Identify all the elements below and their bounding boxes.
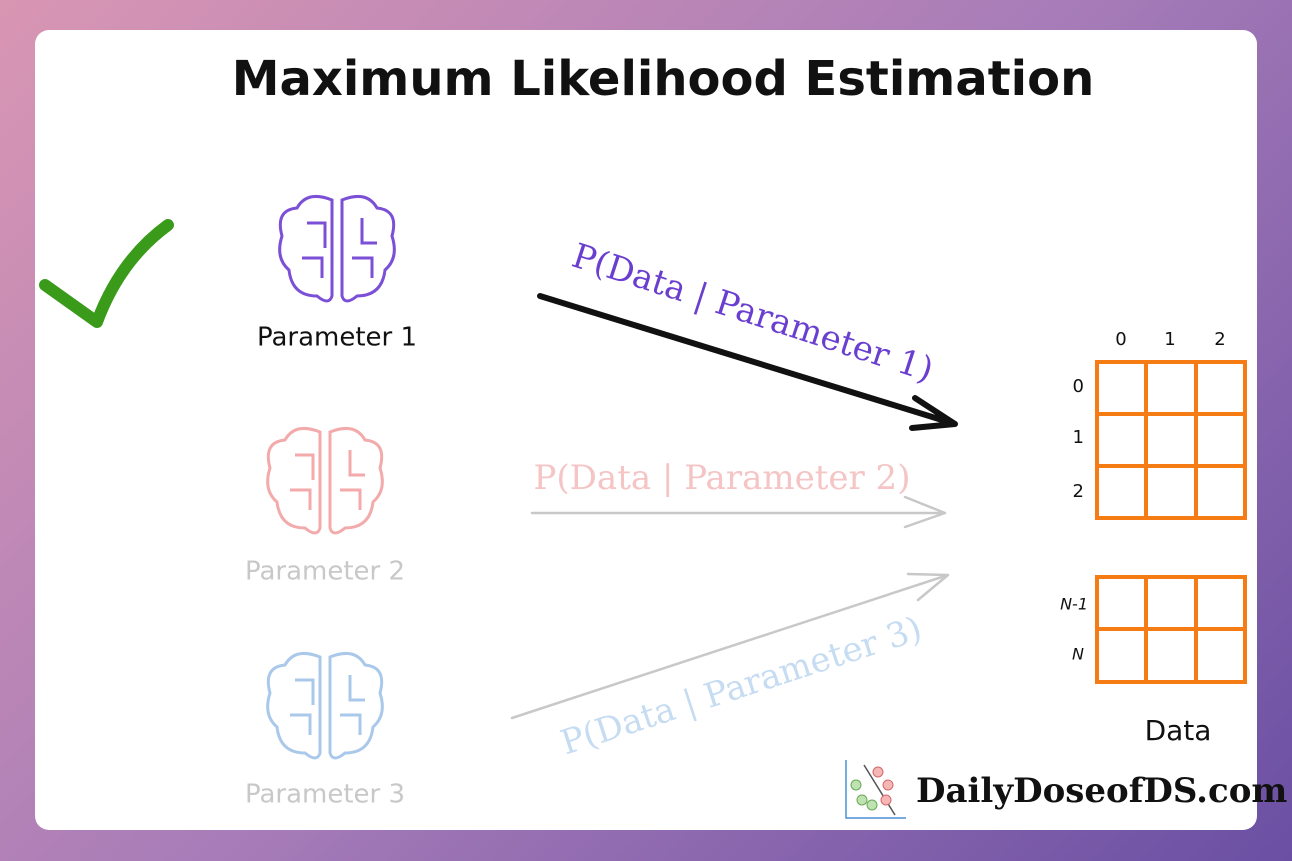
column-label: 0 bbox=[1115, 329, 1126, 350]
parameter-label: Parameter 3 bbox=[245, 780, 405, 810]
likelihood-label: P(Data | Parameter 2) bbox=[534, 458, 911, 498]
column-label: 2 bbox=[1214, 329, 1225, 350]
row-label: N-1 bbox=[1060, 595, 1088, 614]
row-label: N bbox=[1072, 645, 1084, 664]
column-label: 1 bbox=[1164, 329, 1175, 350]
parameter-label: Parameter 2 bbox=[245, 557, 405, 587]
brain-icon bbox=[266, 651, 384, 760]
brand-logo bbox=[845, 760, 906, 819]
check-mark bbox=[39, 219, 174, 328]
brand-name: DailyDoseofDS.com bbox=[916, 771, 1287, 811]
row-label: 2 bbox=[1073, 481, 1084, 502]
brain-icon bbox=[278, 194, 396, 303]
data-grid bbox=[1095, 360, 1247, 684]
arrow bbox=[510, 293, 958, 720]
title: Maximum Likelihood Estimation bbox=[232, 51, 1095, 107]
row-label: 0 bbox=[1073, 376, 1084, 397]
data-label: Data bbox=[1145, 714, 1212, 747]
row-label: 1 bbox=[1073, 427, 1084, 448]
parameter-label: Parameter 1 bbox=[257, 323, 417, 353]
brain-icon bbox=[266, 426, 384, 535]
